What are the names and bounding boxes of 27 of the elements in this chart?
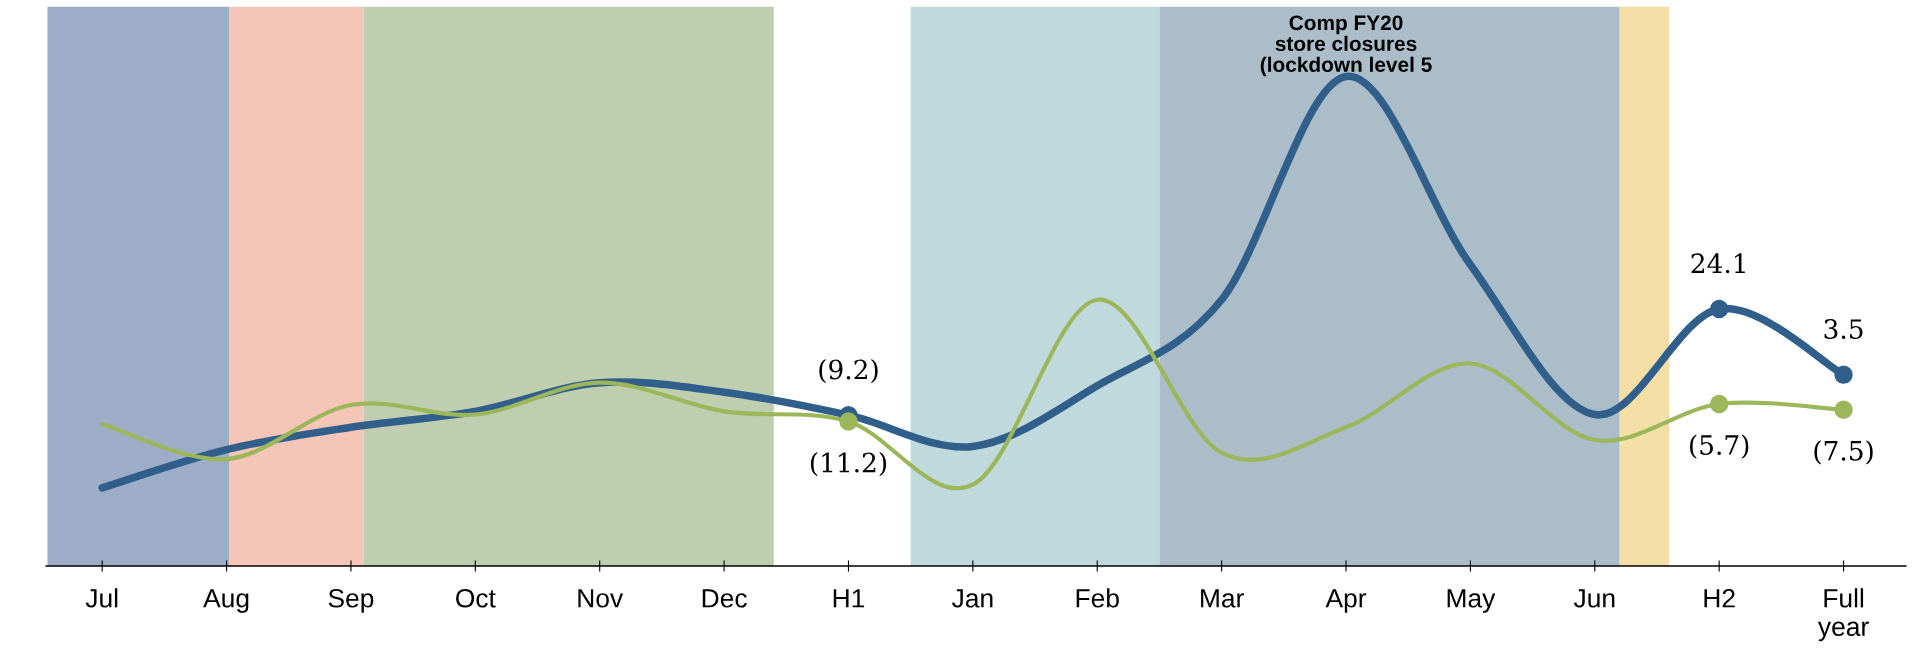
x-tick-label: Aug [203,589,249,613]
data-label: (5.7) [1689,434,1749,459]
point [1834,400,1853,419]
x-tick-label: Jul [85,588,118,608]
x-tick-label: Sep [328,588,374,613]
x-tick-label: Apr [1325,589,1367,613]
x-tick-label: Jun [1573,589,1615,608]
data-label: 3.5 [1824,319,1863,339]
data-label: 24.1 [1691,253,1745,274]
x-tick-label: Dec [702,589,747,608]
point [839,412,858,431]
x-tick-label: H1 [833,589,865,608]
x-tick-label: H2 [1704,588,1735,608]
x-tick-label: Full year [1817,588,1869,642]
data-label: (9.2) [819,359,878,384]
data-label: (11.2) [810,452,887,477]
point [1834,365,1853,384]
x-tick-label: Mar [1201,589,1244,608]
point [1709,299,1729,319]
x-tick-label: Oct [456,588,496,608]
point [1709,394,1729,414]
x-tick-label: Nov [578,589,624,608]
x-tick-label: Feb [1076,588,1119,608]
x-tick-label: Jan [952,589,993,608]
data-label: (7.5) [1814,440,1873,465]
text: Comp FY20 store closures (lockdown level 5 [1260,15,1432,77]
x-tick-label: May [1447,589,1496,613]
